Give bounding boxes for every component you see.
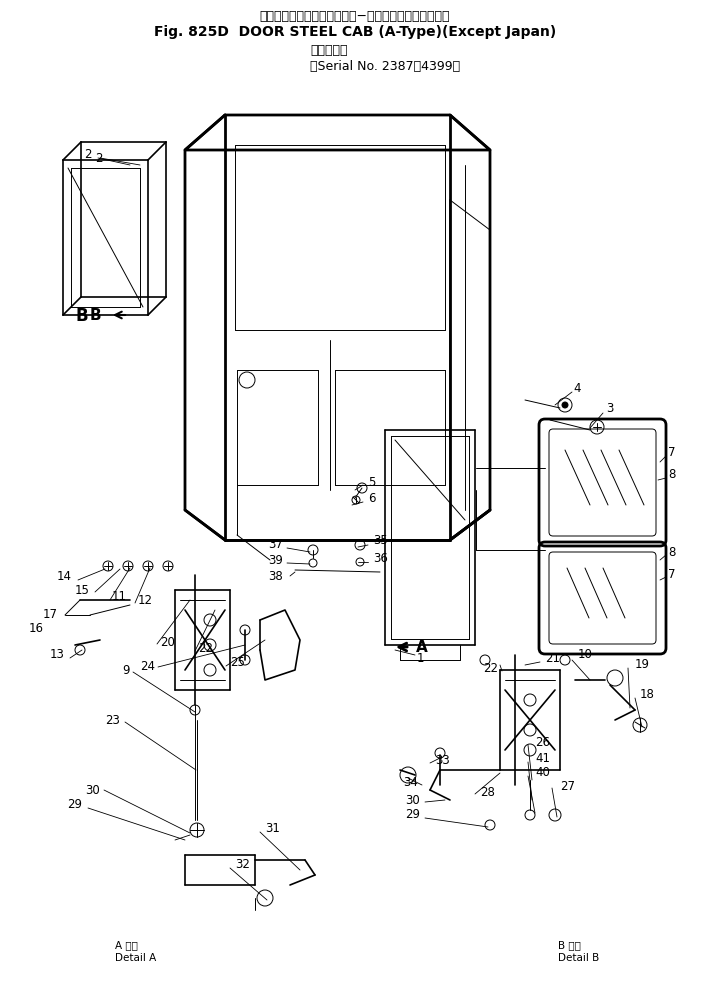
Text: 35: 35 [373, 534, 388, 547]
Text: 5: 5 [368, 476, 376, 489]
Text: 37: 37 [268, 538, 283, 551]
Text: 29: 29 [405, 808, 420, 822]
Text: B 詳細: B 詳細 [558, 940, 581, 950]
Text: 7: 7 [668, 446, 676, 459]
Text: （Serial No. 2387～4399）: （Serial No. 2387～4399） [310, 59, 460, 73]
Text: Detail A: Detail A [115, 953, 156, 963]
Text: 20: 20 [160, 635, 175, 648]
Text: 26: 26 [535, 736, 550, 749]
Text: 30: 30 [85, 783, 100, 796]
Text: 1: 1 [416, 651, 424, 664]
Text: 9: 9 [123, 663, 130, 676]
Text: 24: 24 [140, 660, 155, 673]
Text: 2: 2 [95, 151, 102, 164]
Text: 4: 4 [573, 381, 581, 394]
Text: 31: 31 [265, 822, 280, 835]
Text: B: B [75, 307, 88, 325]
Text: 40: 40 [535, 766, 550, 779]
Text: 39: 39 [268, 554, 283, 568]
Text: 22: 22 [483, 661, 498, 674]
Text: （適用号機: （適用号機 [310, 43, 347, 56]
Text: 21: 21 [545, 651, 560, 664]
Text: B: B [89, 307, 101, 323]
Text: 8: 8 [668, 545, 676, 558]
Text: 25: 25 [230, 656, 245, 669]
Text: 7: 7 [668, 569, 676, 582]
Text: 3: 3 [606, 401, 613, 414]
Circle shape [562, 402, 568, 408]
Text: 34: 34 [403, 775, 418, 788]
Text: 28: 28 [480, 785, 495, 798]
Text: 27: 27 [560, 780, 575, 793]
Text: 33: 33 [435, 754, 449, 766]
Text: 12: 12 [138, 594, 153, 607]
Text: 18: 18 [640, 688, 655, 702]
Text: 8: 8 [668, 469, 676, 482]
Text: 30: 30 [405, 793, 420, 806]
Text: ド　ア　スチールキャブ（Ａ−タイプ）（海　外　向）: ド ア スチールキャブ（Ａ−タイプ）（海 外 向） [260, 9, 450, 22]
Text: 6: 6 [368, 492, 376, 504]
Text: 2: 2 [84, 148, 92, 161]
Text: A 詳細: A 詳細 [115, 940, 138, 950]
Text: 15: 15 [75, 584, 90, 597]
Text: 13: 13 [50, 648, 65, 661]
Text: 23: 23 [105, 714, 120, 727]
Text: 32: 32 [235, 859, 250, 872]
Text: 41: 41 [535, 752, 550, 764]
Text: 11: 11 [112, 590, 127, 603]
Text: 16: 16 [29, 622, 44, 634]
Text: 38: 38 [268, 570, 283, 583]
Text: 19: 19 [635, 658, 650, 671]
Text: A: A [416, 639, 427, 654]
Text: 22: 22 [198, 641, 213, 654]
Text: 29: 29 [67, 798, 82, 811]
Text: Detail B: Detail B [558, 953, 599, 963]
Text: 10: 10 [578, 648, 593, 661]
Text: 36: 36 [373, 551, 388, 564]
Text: Fig. 825D  DOOR STEEL CAB (A-Type)(Except Japan): Fig. 825D DOOR STEEL CAB (A-Type)(Except… [154, 25, 556, 39]
Text: 14: 14 [57, 571, 72, 584]
Text: 17: 17 [43, 609, 58, 622]
